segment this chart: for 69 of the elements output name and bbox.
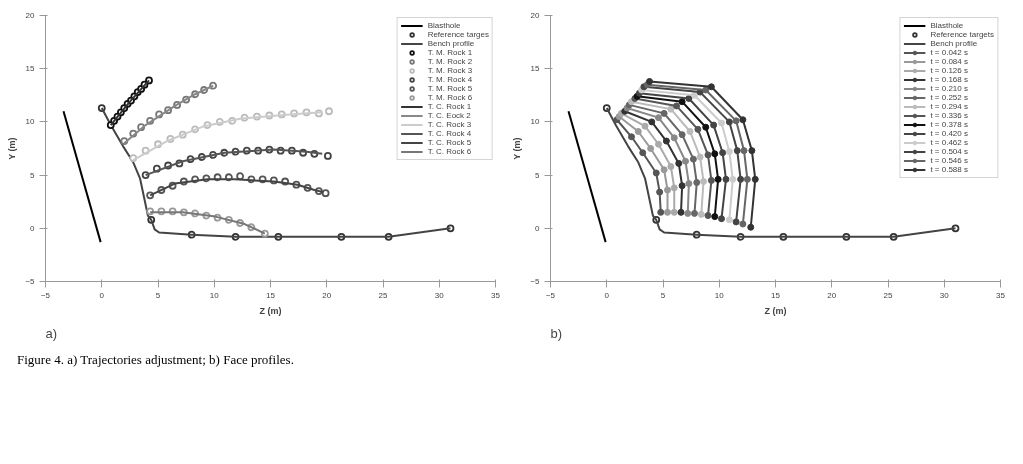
legend-label: t = 0.042 s — [930, 48, 968, 57]
y-tick-label: 5 — [30, 170, 36, 180]
x-tick-label: 35 — [491, 290, 501, 300]
legend-label: Blasthole — [427, 21, 461, 30]
y-tick-label: 10 — [530, 117, 541, 127]
x-axis-title: Z (m) — [764, 305, 787, 316]
y-tick-label: −5 — [25, 277, 36, 286]
y-tick-label: 15 — [25, 64, 36, 74]
legend-label: t = 0.588 s — [930, 165, 968, 174]
x-tick-label: 25 — [883, 290, 893, 300]
x-tick-label: −5 — [545, 290, 556, 300]
x-tick-label: 5 — [660, 290, 666, 300]
legend-label: t = 0.252 s — [930, 93, 968, 102]
legend-label: Reference targes — [427, 30, 489, 39]
y-tick-label: 0 — [535, 223, 541, 233]
y-axis-title: Y (m) — [512, 137, 523, 160]
legend-label: T. M. Rock 2 — [427, 57, 473, 66]
legend-label: t = 0.126 s — [930, 66, 968, 75]
legend-label: t = 0.210 s — [930, 84, 968, 93]
legend-label: T. C. Rock 3 — [427, 120, 472, 129]
x-tick-label: 10 — [209, 290, 220, 300]
y-axis-title: Y (m) — [7, 137, 18, 160]
legend-label: T. C. Eock 2 — [427, 111, 471, 120]
y-tick-label: 0 — [30, 223, 36, 233]
legend-label: t = 0.084 s — [930, 57, 968, 66]
caption: Figure 4. a) Trajectories adjustment; b) Face profiles. — [17, 351, 294, 369]
legend-label: t = 0.546 s — [930, 156, 968, 165]
legend-label: T. M. Rock 5 — [427, 84, 473, 93]
x-tick-label: 20 — [827, 290, 837, 300]
x-tick-label: 25 — [378, 290, 388, 300]
legend-label: Bench profile — [427, 39, 475, 48]
y-tick-label: 20 — [25, 11, 36, 20]
x-tick-label: 35 — [996, 290, 1006, 300]
x-tick-label: 0 — [99, 290, 105, 300]
x-axis-title: Z (m) — [259, 305, 282, 316]
legend-label: T. C. Rock 1 — [427, 102, 472, 111]
legend-label: Blasthole — [930, 21, 964, 30]
x-tick-label: 15 — [266, 290, 276, 300]
y-tick-label: 5 — [535, 170, 541, 180]
legend-label: T. M. Rock 1 — [427, 48, 473, 57]
legend-label: t = 0.168 s — [930, 75, 968, 84]
legend-label: T. C. Rock 4 — [427, 129, 472, 138]
legend-label: t = 0.378 s — [930, 120, 968, 129]
x-tick-label: 30 — [939, 290, 950, 300]
y-tick-label: 20 — [530, 11, 541, 20]
legend-label: t = 0.504 s — [930, 147, 968, 156]
legend-label: T. M. Rock 3 — [427, 66, 473, 75]
y-tick-label: 10 — [25, 117, 36, 127]
x-tick-label: −5 — [40, 290, 51, 300]
legend-label: T. C. Rock 6 — [427, 147, 472, 156]
legend-label: Reference targets — [930, 30, 994, 39]
legend-label: t = 0.336 s — [930, 111, 968, 120]
text: b) — [550, 325, 563, 341]
legend-label: Bench profile — [930, 39, 978, 48]
x-tick-label: 10 — [714, 290, 725, 300]
legend-label: t = 0.462 s — [930, 138, 968, 147]
text: a) — [45, 325, 58, 341]
y-tick-label: 15 — [530, 64, 541, 74]
x-tick-label: 15 — [771, 290, 781, 300]
x-tick-label: 30 — [434, 290, 445, 300]
legend-label: T. M. Rock 4 — [427, 75, 473, 84]
x-tick-label: 5 — [155, 290, 161, 300]
x-tick-label: 0 — [604, 290, 610, 300]
legend-label: t = 0.294 s — [930, 102, 968, 111]
legend-label: T. M. Rock 6 — [427, 93, 473, 102]
y-tick-label: −5 — [530, 277, 541, 286]
legend-label: T. C. Rock 5 — [427, 138, 472, 147]
legend-label: t = 0.420 s — [930, 129, 968, 138]
x-tick-label: 20 — [322, 290, 332, 300]
